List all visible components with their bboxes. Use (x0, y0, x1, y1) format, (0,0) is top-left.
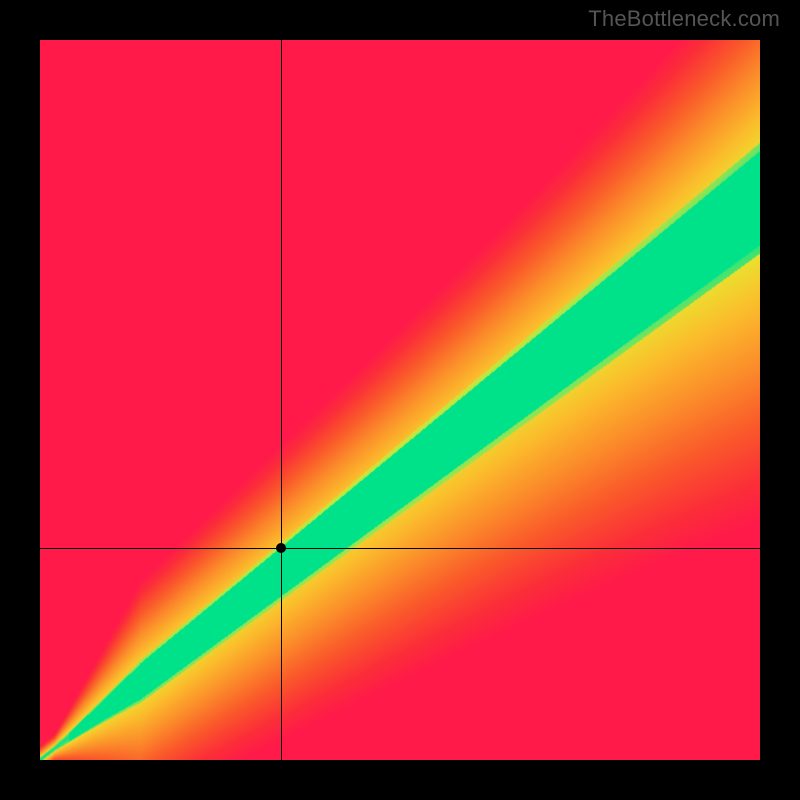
watermark-text: TheBottleneck.com (588, 6, 780, 32)
heatmap-canvas (40, 40, 760, 760)
crosshair-horizontal (40, 548, 760, 549)
crosshair-vertical (281, 40, 282, 760)
crosshair-marker (276, 543, 286, 553)
plot-area (40, 40, 760, 760)
chart-container: TheBottleneck.com (0, 0, 800, 800)
